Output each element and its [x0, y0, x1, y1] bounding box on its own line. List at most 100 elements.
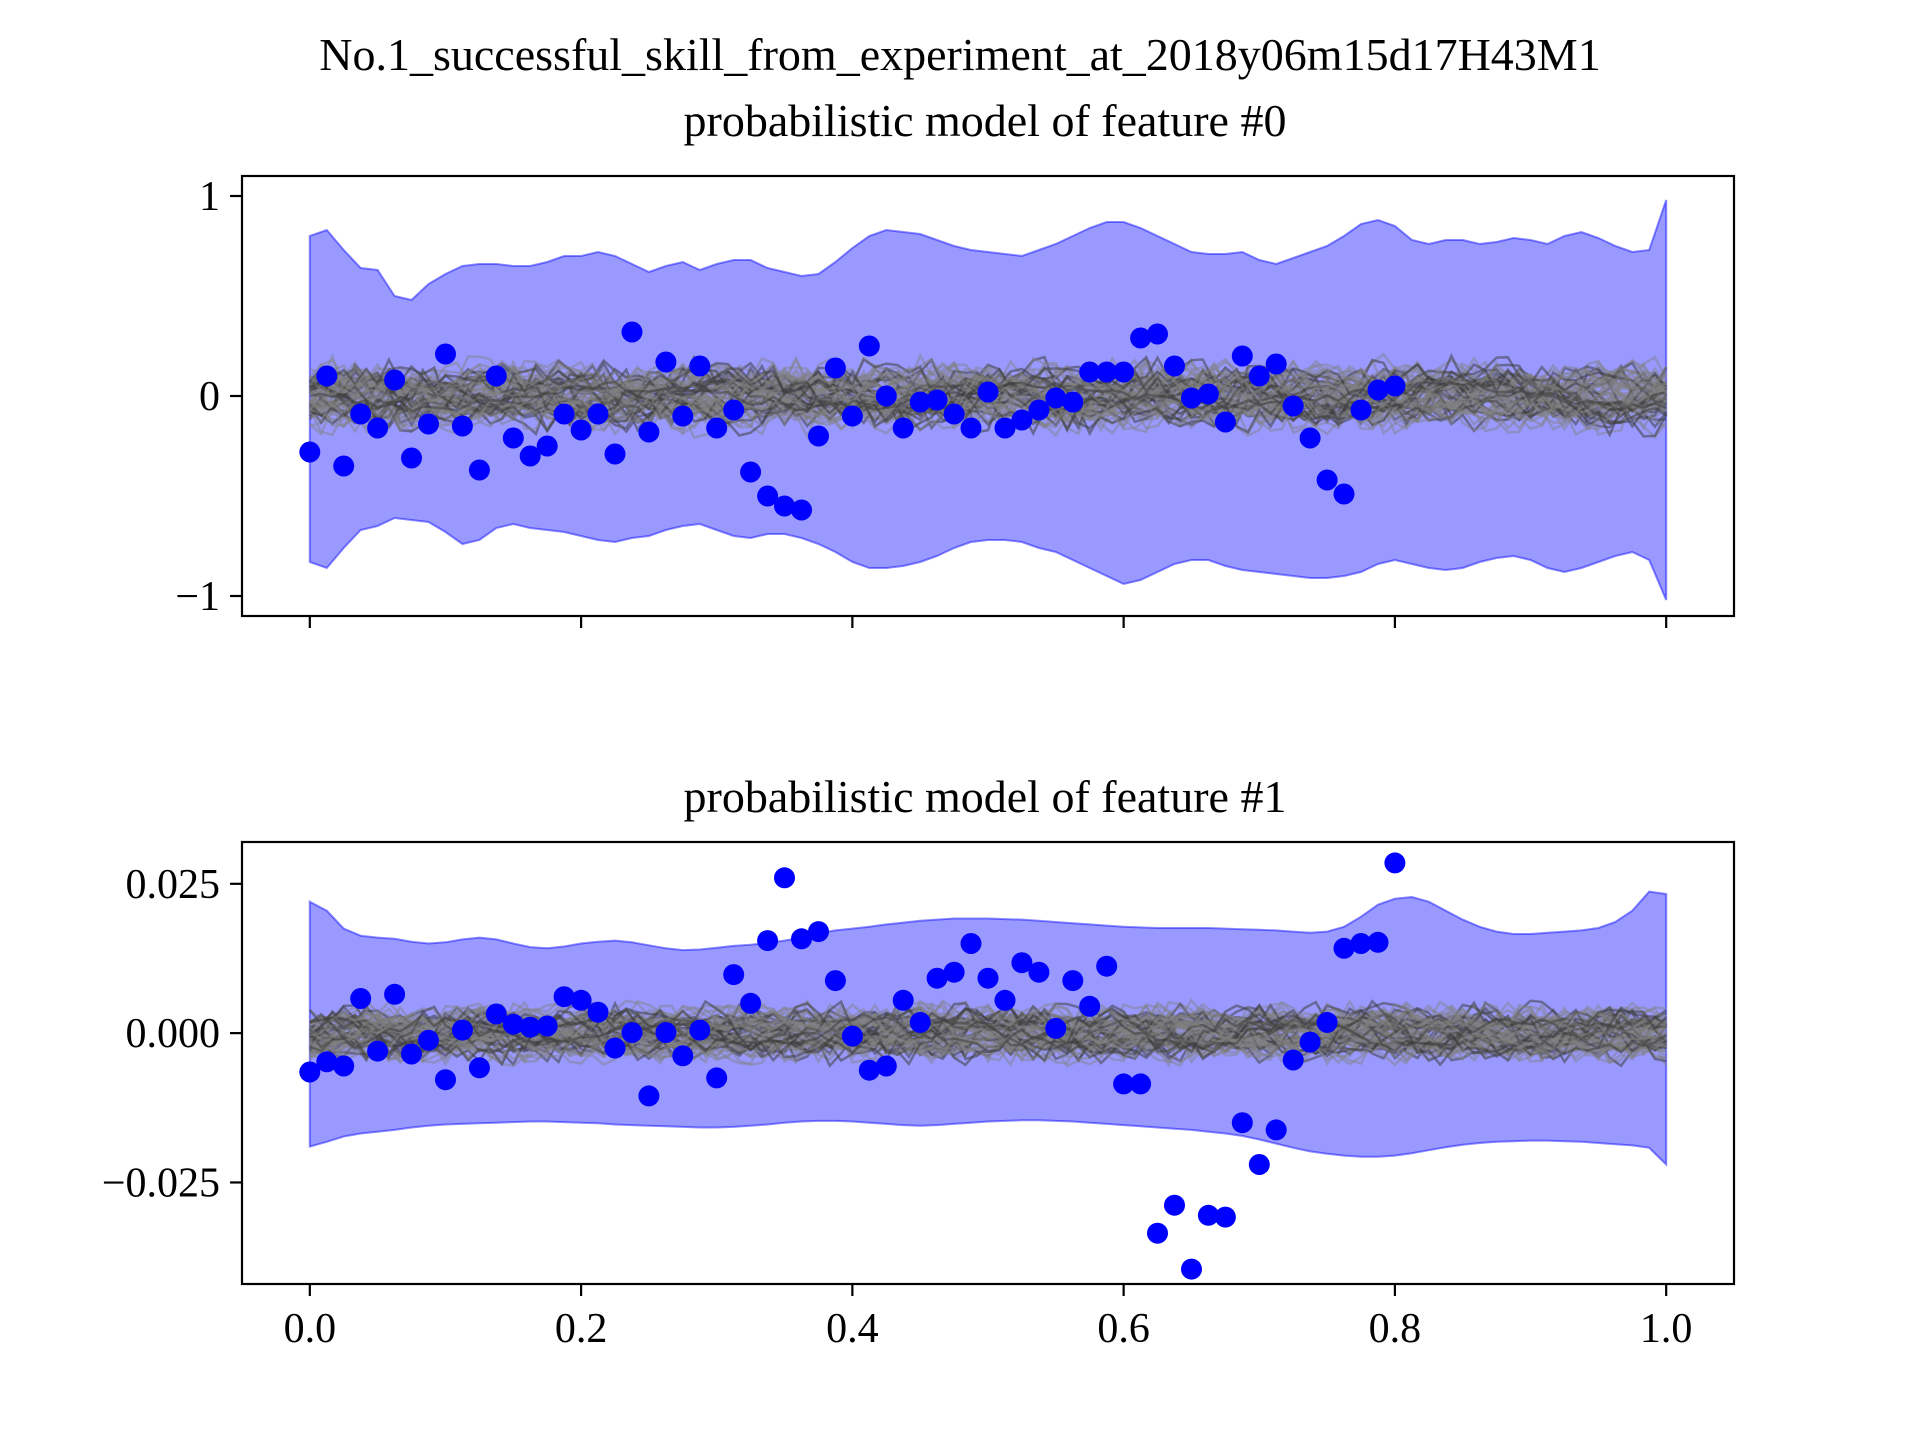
sample-trajectory: [308, 1004, 1667, 1065]
data-point: [875, 385, 897, 407]
data-point: [740, 992, 762, 1014]
data-point: [1350, 399, 1372, 421]
sample-trajectory: [309, 363, 1668, 430]
data-point: [655, 1022, 677, 1043]
data-point: [1113, 361, 1135, 383]
data-point: [401, 1043, 422, 1065]
data-point: [1265, 1119, 1287, 1141]
data-point: [299, 1061, 321, 1083]
subplot-feature-0: probabilistic model of feature #0 −1 0 1: [175, 95, 1736, 628]
data-point: [638, 421, 660, 443]
data-point: [1011, 952, 1033, 974]
data-point: [536, 1015, 558, 1037]
data-point: [451, 1019, 473, 1041]
sample-trajectory: [308, 1008, 1667, 1060]
data-point: [333, 455, 355, 477]
sample-trajectory: [309, 359, 1667, 433]
data-point: [553, 986, 575, 1008]
data-point: [367, 417, 389, 439]
data-point: [672, 405, 694, 427]
data-point: [1028, 961, 1050, 983]
data-point: [1316, 469, 1338, 491]
x-tick-label: 0.0: [284, 1306, 337, 1352]
data-point: [1028, 399, 1050, 421]
data-point: [333, 1055, 355, 1077]
data-point: [1181, 1258, 1202, 1280]
data-point: [655, 351, 677, 373]
data-points: [299, 852, 1406, 1280]
x-tick-label: 0.8: [1369, 1306, 1422, 1352]
data-point: [960, 417, 982, 439]
data-point: [1062, 391, 1084, 413]
data-point: [350, 988, 372, 1009]
data-point: [604, 443, 626, 465]
data-point: [723, 964, 745, 986]
data-point: [485, 1003, 507, 1025]
data-point: [791, 928, 812, 950]
data-point: [841, 1025, 863, 1047]
data-point: [1248, 1154, 1270, 1175]
sample-trajectory: [308, 360, 1667, 432]
data-point: [706, 1067, 728, 1089]
y-tick-label: −1: [175, 574, 220, 620]
data-point: [841, 405, 863, 427]
data-point: [960, 933, 982, 954]
data-point: [723, 399, 745, 421]
data-point: [519, 445, 541, 467]
data-point: [1079, 995, 1101, 1017]
data-point: [384, 369, 406, 391]
data-point: [468, 459, 490, 481]
data-point: [994, 417, 1016, 439]
sample-trajectory: [308, 360, 1667, 434]
x-tick-label: 0.6: [1097, 1306, 1150, 1352]
sample-trajectory: [308, 999, 1667, 1068]
data-points: [299, 321, 1406, 521]
data-point: [943, 403, 965, 425]
sample-trajectory: [309, 379, 1667, 413]
data-point: [943, 961, 965, 983]
data-point: [1299, 1031, 1321, 1053]
data-point: [1231, 345, 1253, 367]
data-point: [384, 983, 406, 1005]
data-point: [401, 447, 422, 469]
data-point: [1214, 411, 1236, 433]
data-point: [435, 343, 456, 365]
x-tick-label: 1.0: [1640, 1306, 1693, 1352]
plot-area: [299, 852, 1668, 1280]
data-point: [418, 413, 439, 435]
data-point: [892, 417, 914, 439]
sample-trajectory: [309, 1012, 1667, 1054]
data-point: [1096, 955, 1118, 977]
data-point: [604, 1037, 626, 1059]
data-point: [791, 499, 812, 521]
data-point: [774, 867, 795, 889]
data-point: [1316, 1011, 1338, 1033]
data-point: [1181, 387, 1202, 409]
data-point: [418, 1029, 439, 1051]
data-point: [1147, 1222, 1168, 1244]
data-point: [451, 415, 473, 437]
data-point: [875, 1055, 897, 1077]
data-point: [1062, 970, 1084, 992]
data-point: [1113, 1073, 1135, 1095]
axes-frame: [240, 840, 1736, 1286]
data-point: [977, 967, 999, 989]
y-tick-label: 0.025: [126, 862, 221, 908]
data-point: [299, 441, 321, 463]
data-point: [1164, 1194, 1185, 1216]
data-point: [824, 970, 846, 992]
data-point: [1265, 353, 1287, 375]
data-point: [1147, 323, 1168, 345]
data-point: [808, 921, 829, 943]
data-point: [587, 1001, 609, 1023]
data-point: [485, 365, 507, 387]
data-point: [350, 403, 372, 425]
sample-trajectory: [309, 369, 1668, 422]
subplot-title: probabilistic model of feature #0: [684, 95, 1287, 146]
data-point: [1282, 1049, 1304, 1071]
data-point: [706, 417, 728, 439]
data-point: [858, 335, 880, 357]
data-point: [824, 357, 846, 379]
data-point: [316, 1051, 338, 1073]
